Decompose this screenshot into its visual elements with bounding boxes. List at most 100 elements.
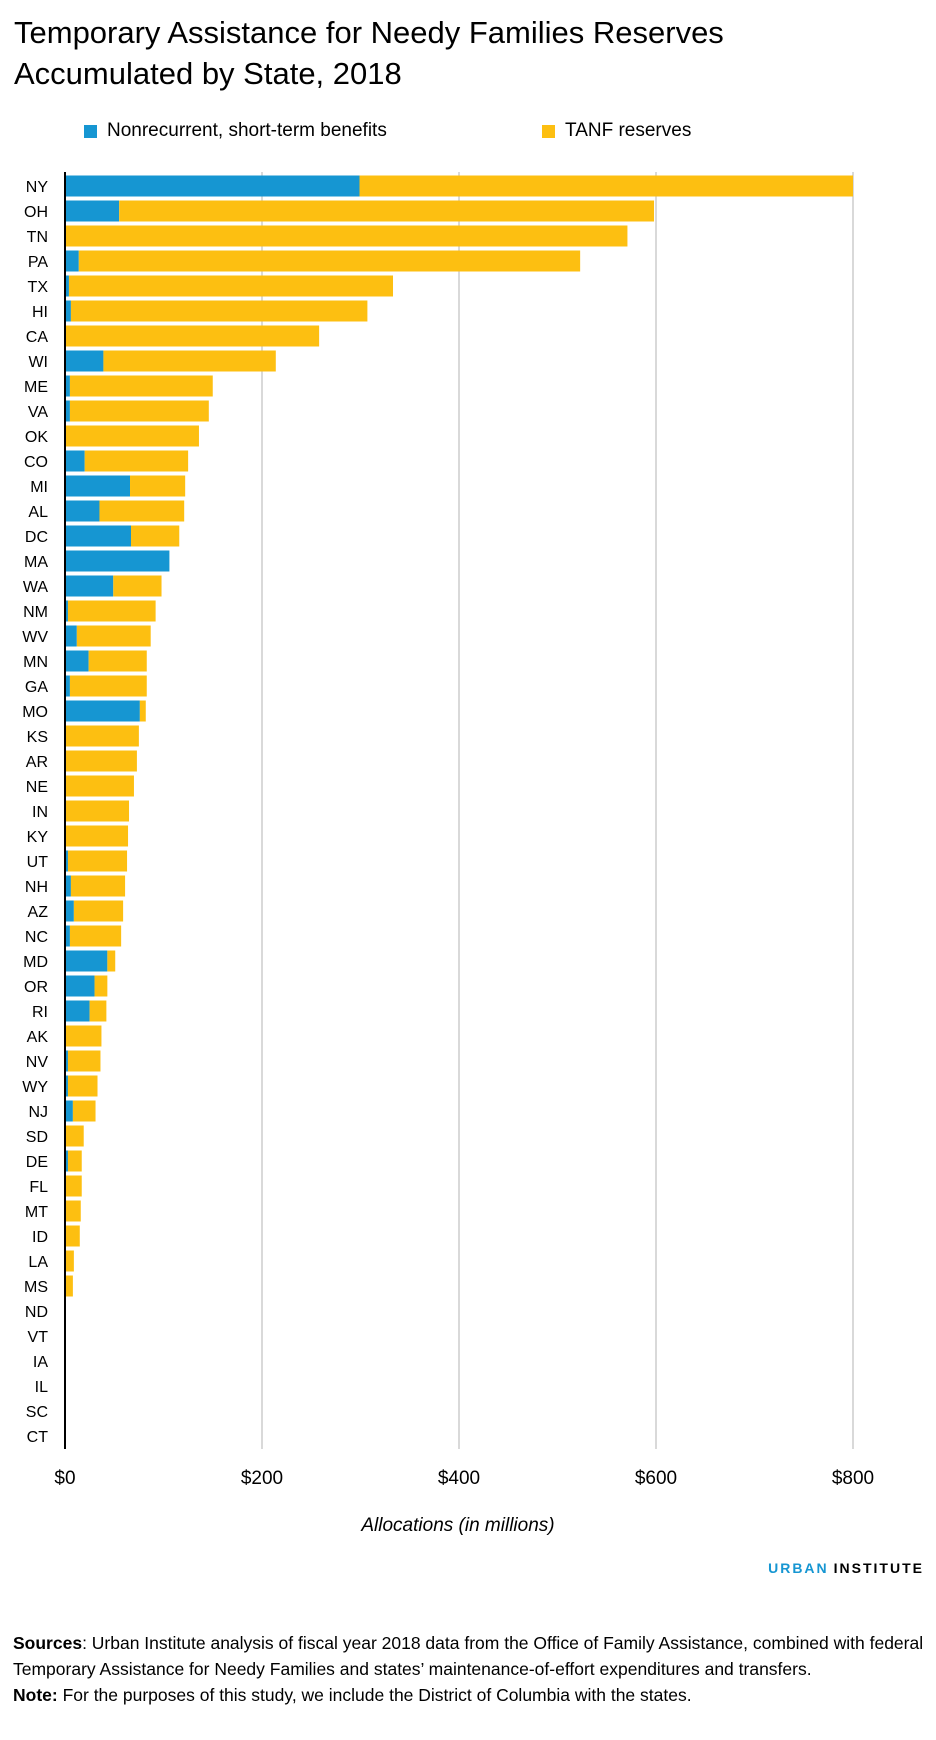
y-category-label: MN: [23, 654, 48, 671]
bar-nonrecurrent-mn: [65, 650, 89, 672]
bar-tanf-reserves-wy: [67, 1075, 98, 1097]
y-category-label: CT: [27, 1429, 49, 1446]
bar-tanf-reserves-tx: [68, 275, 394, 297]
bar-tanf-reserves-nv: [67, 1050, 101, 1072]
bar-tanf-reserves-mn: [88, 650, 147, 672]
bar-tanf-reserves-mo: [139, 700, 146, 722]
y-category-label: SC: [26, 1404, 48, 1421]
bar-nonrecurrent-md: [65, 950, 108, 972]
bar-nonrecurrent-nc: [65, 925, 70, 947]
y-category-label: NY: [26, 179, 49, 196]
legend-swatch-yellow: [542, 124, 555, 138]
bar-tanf-reserves-hi: [70, 300, 368, 322]
bar-nonrecurrent-oh: [65, 200, 120, 222]
bar-nonrecurrent-wy: [65, 1075, 68, 1097]
bar-nonrecurrent-az: [65, 900, 74, 922]
bar-tanf-reserves-ks: [65, 725, 139, 747]
bar-nonrecurrent-nv: [65, 1050, 68, 1072]
bar-tanf-reserves-in: [65, 800, 130, 822]
bar-nonrecurrent-tx: [65, 275, 69, 297]
y-category-label: VA: [28, 404, 48, 421]
y-category-label: OK: [25, 429, 48, 446]
bar-nonrecurrent-hi: [65, 300, 71, 322]
y-category-label: MS: [24, 1279, 48, 1296]
x-axis-title: Allocations (in millions): [361, 1515, 555, 1536]
title-line-2: Accumulated by State, 2018: [14, 56, 402, 91]
bar-tanf-reserves-pa: [78, 250, 581, 272]
y-category-label: CO: [24, 454, 48, 471]
y-category-label: HI: [32, 304, 48, 321]
bar-tanf-reserves-id: [65, 1225, 80, 1247]
y-category-label: TX: [28, 279, 49, 296]
bar-tanf-reserves-ms: [65, 1275, 73, 1297]
bar-nonrecurrent-wa: [65, 575, 114, 597]
y-category-label: KY: [27, 829, 49, 846]
bar-tanf-reserves-la: [65, 1250, 74, 1272]
bar-tanf-reserves-ca: [65, 325, 320, 347]
bar-tanf-reserves-wv: [76, 625, 151, 647]
y-category-label: WY: [22, 1079, 48, 1096]
y-category-label: GA: [25, 679, 48, 696]
y-category-label: DC: [25, 529, 48, 546]
y-category-label: OH: [24, 204, 48, 221]
y-category-label: NE: [26, 779, 48, 796]
y-category-label: UT: [27, 854, 49, 871]
chart-title: Temporary Assistance for Needy Families …: [14, 12, 914, 94]
y-category-label: ND: [25, 1304, 48, 1321]
legend-item-tanf-reserves: TANF reserves: [542, 120, 691, 142]
bar-nonrecurrent-wi: [65, 350, 104, 372]
y-category-label: MD: [23, 954, 48, 971]
logo-urban: URBAN: [768, 1560, 829, 1576]
y-category-label: WI: [28, 354, 48, 371]
bar-tanf-reserves-nh: [70, 875, 126, 897]
bar-tanf-reserves-tn: [65, 225, 628, 247]
y-category-label: WA: [23, 579, 49, 596]
logo-institute: INSTITUTE: [833, 1560, 924, 1576]
y-category-label: KS: [27, 729, 48, 746]
bar-nonrecurrent-wv: [65, 625, 77, 647]
y-category-label: NV: [26, 1054, 49, 1071]
x-tick-label: $400: [438, 1468, 480, 1489]
bar-tanf-reserves-fl: [65, 1175, 82, 1197]
y-category-label: AL: [28, 504, 48, 521]
bar-nonrecurrent-va: [65, 400, 70, 422]
legend-swatch-blue: [84, 124, 97, 138]
bar-nonrecurrent-nm: [65, 600, 68, 622]
bar-tanf-reserves-ga: [69, 675, 147, 697]
bar-nonrecurrent-ut: [65, 850, 68, 872]
y-category-label: OR: [24, 979, 48, 996]
y-category-label: LA: [28, 1254, 48, 1271]
bar-chart: $0 $200 $400 $600 $800 NY OH TN PA TX HI CA WI ME VA OK…: [22, 172, 874, 1489]
y-category-label: IL: [35, 1379, 48, 1396]
bar-tanf-reserves-ok: [65, 425, 199, 447]
bar-tanf-reserves-me: [69, 375, 213, 397]
y-category-label: AR: [26, 754, 48, 771]
note: Note: For the purposes of this study, we…: [13, 1682, 928, 1708]
y-category-label: ID: [32, 1229, 48, 1246]
x-tick-label: $0: [54, 1468, 75, 1489]
legend-item-nonrecurrent: Nonrecurrent, short-term benefits: [84, 120, 387, 142]
y-category-label: MO: [22, 704, 48, 721]
bar-tanf-reserves-nm: [67, 600, 156, 622]
bar-tanf-reserves-co: [84, 450, 189, 472]
bar-nonrecurrent-ma: [65, 550, 170, 572]
bar-nonrecurrent-nh: [65, 875, 71, 897]
bar-nonrecurrent-ri: [65, 1000, 90, 1022]
bar-tanf-reserves-md: [107, 950, 116, 972]
y-category-label: RI: [32, 1004, 48, 1021]
y-category-label: PA: [28, 254, 48, 271]
bar-tanf-reserves-ri: [89, 1000, 107, 1022]
bar-tanf-reserves-dc: [130, 525, 180, 547]
bar-nonrecurrent-de: [65, 1150, 68, 1172]
bar-nonrecurrent-or: [65, 975, 95, 997]
bar-tanf-reserves-wa: [113, 575, 162, 597]
y-category-label: IA: [33, 1354, 48, 1371]
bar-tanf-reserves-nc: [69, 925, 122, 947]
y-category-label: NJ: [28, 1104, 48, 1121]
legend: Nonrecurrent, short-term benefits TANF r…: [0, 120, 936, 146]
y-category-label: MT: [25, 1204, 48, 1221]
bar-tanf-reserves-sd: [65, 1125, 84, 1147]
bar-nonrecurrent-nj: [65, 1100, 73, 1122]
bar-tanf-reserves-ne: [65, 775, 134, 797]
y-category-label: CA: [26, 329, 49, 346]
